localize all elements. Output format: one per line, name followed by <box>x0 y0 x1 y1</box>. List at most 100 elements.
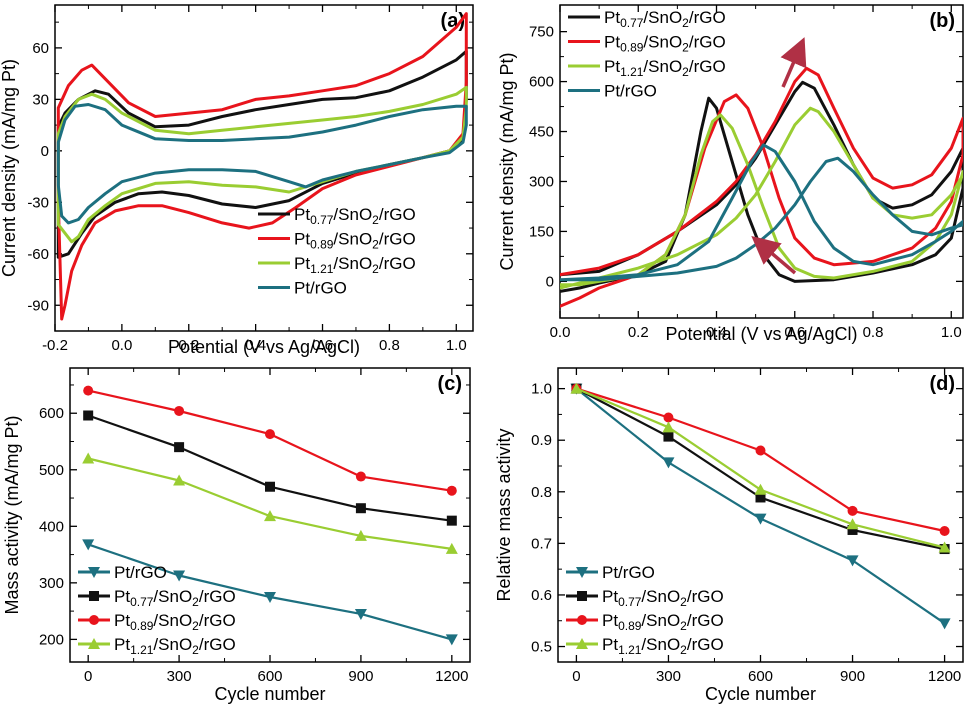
series-line-pt089 <box>575 387 946 533</box>
y-axis-title: Current density (mA/mg Pt) <box>0 59 19 277</box>
legend-label: Pt0.89/SnO2/rGO <box>294 230 416 252</box>
legend-label-suffix: /rGO <box>379 230 416 249</box>
data-point-pt077 <box>446 515 457 526</box>
panel-tag: (b) <box>929 10 955 32</box>
legend-label-subscript: 1.21 <box>620 65 644 79</box>
legend-label-prefix: Pt <box>294 230 310 249</box>
y-tick-label: 0 <box>41 143 49 160</box>
data-point-pt121 <box>846 518 859 530</box>
data-point-ptrgo <box>354 608 367 620</box>
data-point-pt121 <box>82 452 95 464</box>
x-axis-title: Potential (V vs Ag/AgCl) <box>665 324 857 344</box>
data-point-pt121 <box>354 529 367 541</box>
x-tick-label: 300 <box>656 668 681 685</box>
legend-label-subscript: 0.89 <box>130 619 154 633</box>
data-point-pt077 <box>265 481 275 492</box>
legend-label-subscript: 2 <box>680 619 687 633</box>
legend-label-middle: /SnO <box>153 587 192 606</box>
legend-label-prefix: Pt <box>602 587 618 606</box>
legend-label-middle: /SnO <box>641 587 680 606</box>
legend-marker-pt121 <box>88 638 100 649</box>
y-tick-label: -60 <box>27 246 49 263</box>
x-tick-label: -0.2 <box>42 337 68 354</box>
data-point-ptrgo <box>662 457 675 469</box>
data-point-pt089 <box>83 385 94 396</box>
legend-marker-ptrgo <box>576 567 588 578</box>
data-point-ptrgo <box>938 618 951 630</box>
panel-tag: (d) <box>929 373 955 395</box>
legend-label: Pt/rGO <box>602 563 655 582</box>
data-point-pt089 <box>174 405 185 416</box>
legend-label-subscript: 2 <box>192 595 199 609</box>
legend-label-prefix: Pt/rGO <box>294 279 347 298</box>
y-tick-label: 500 <box>39 462 64 479</box>
legend-label-middle: /SnO <box>333 254 372 273</box>
legend-label-middle: /SnO <box>641 611 680 630</box>
legend-label: Pt/rGO <box>294 279 347 298</box>
panel-b: 0.0 0.2 0.4 0.6 0.8 1.0 0 150 300 450 600 750 Potent… <box>497 4 964 344</box>
x-tick-label: 0.8 <box>863 324 884 341</box>
series-line-pt089 <box>560 66 963 308</box>
legend-label-middle: /SnO <box>641 635 680 654</box>
legend-marker-pt089 <box>89 615 99 625</box>
x-axis-title: Cycle number <box>214 684 325 704</box>
data-point-pt077 <box>663 431 674 442</box>
legend-label-suffix: /rGO <box>689 33 726 52</box>
legend-marker-pt077 <box>89 591 99 601</box>
y-tick-label: 30 <box>32 91 49 108</box>
x-tick-label: 1.0 <box>446 337 467 354</box>
y-tick-label: 150 <box>529 223 554 240</box>
data-point-pt089 <box>355 471 366 482</box>
data-point-pt077 <box>174 442 185 453</box>
legend-label-prefix: Pt <box>294 254 310 273</box>
y-tick-label: 0 <box>546 273 554 290</box>
legend-label-prefix: Pt/rGO <box>114 563 167 582</box>
series-line-ptrgo <box>56 103 468 225</box>
y-tick-label: 200 <box>39 631 64 648</box>
y-tick-label: -90 <box>27 297 49 314</box>
legend-label-prefix: Pt <box>114 611 130 630</box>
legend-label: Pt0.89/SnO2/rGO <box>602 611 724 633</box>
legend-label-subscript: 1.21 <box>130 643 154 657</box>
x-tick-label: 0 <box>572 668 580 685</box>
y-tick-label: 750 <box>529 24 554 41</box>
x-tick-label: 1200 <box>928 668 961 685</box>
legend-label-subscript: 2 <box>682 41 689 55</box>
y-tick-label: 600 <box>529 74 554 91</box>
x-tick-label: 600 <box>257 668 282 685</box>
series-line-pt121 <box>87 457 453 550</box>
data-point-pt077 <box>755 492 766 503</box>
data-point-pt077 <box>355 503 366 514</box>
legend-label-prefix: Pt <box>294 205 310 224</box>
y-tick-label: 600 <box>39 405 64 422</box>
legend-label-middle: /SnO <box>643 8 682 27</box>
y-tick-label: 450 <box>529 124 554 141</box>
series-line-ptrgo <box>575 387 946 625</box>
legend-label: Pt1.21/SnO2/rGO <box>602 635 724 657</box>
x-tick-label: 0 <box>84 668 92 685</box>
legend-label-subscript: 2 <box>372 213 379 227</box>
data-point-ptrgo <box>445 634 458 646</box>
data-point-pt121 <box>264 510 276 522</box>
panel-d: 0 300 600 900 1200 0.5 0.6 0.7 0.8 0.9 1.0 Cycle nu… <box>494 367 964 704</box>
legend-label-subscript: 2 <box>372 262 379 276</box>
legend-label: Pt/rGO <box>114 563 167 582</box>
x-tick-label: 0.0 <box>111 337 132 354</box>
legend-label: Pt1.21/SnO2/rGO <box>294 254 416 276</box>
x-axis-title: Potential (V vs Ag/AgCl) <box>168 337 360 357</box>
x-tick-label: 0.2 <box>178 337 199 354</box>
legend-label-middle: /SnO <box>333 230 372 249</box>
legend-label-subscript: 0.77 <box>310 213 334 227</box>
legend-label-prefix: Pt <box>604 57 620 76</box>
legend-label: Pt0.77/SnO2/rGO <box>114 587 236 609</box>
legend-marker-pt077 <box>577 591 587 601</box>
legend-label-middle: /SnO <box>333 205 372 224</box>
legend-label-subscript: 2 <box>680 643 687 657</box>
data-point-pt089 <box>755 445 766 456</box>
legend-label-subscript: 2 <box>192 643 199 657</box>
x-tick-label: 0.4 <box>706 324 727 341</box>
x-tick-label: 1200 <box>435 668 468 685</box>
x-tick-label: 900 <box>840 668 865 685</box>
data-point-pt089 <box>847 505 858 516</box>
legend-label-suffix: /rGO <box>687 587 724 606</box>
